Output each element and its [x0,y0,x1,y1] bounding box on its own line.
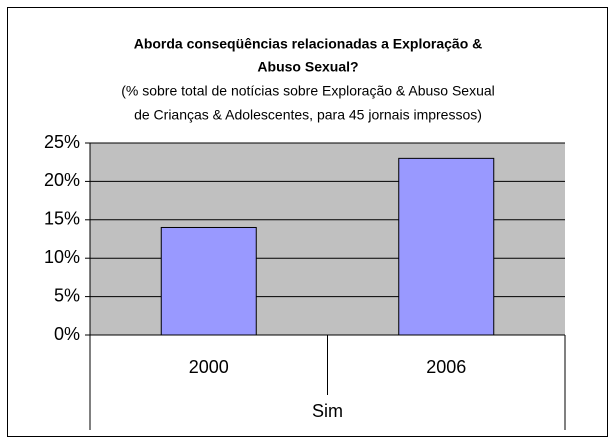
y-tick-label: 15% [44,209,80,229]
y-tick-label: 20% [44,170,80,190]
chart-subtitle: de Crianças & Adolescentes, para 45 jorn… [134,107,482,123]
bar [160,226,257,336]
y-tick-label: 25% [44,132,80,152]
chart-subtitle: (% sobre total de notícias sobre Explora… [121,83,495,99]
y-tick-label: 5% [54,285,80,305]
y-tick-label: 0% [54,324,80,344]
chart-title: Abuso Sexual? [257,59,358,75]
category-group-label: Sim [312,401,343,421]
x-tick-label: 2006 [426,357,466,377]
bar [398,157,495,336]
x-tick-label: 2000 [189,357,229,377]
y-tick-label: 10% [44,247,80,267]
chart-title: Aborda conseqüências relacionadas a Expl… [134,36,483,52]
